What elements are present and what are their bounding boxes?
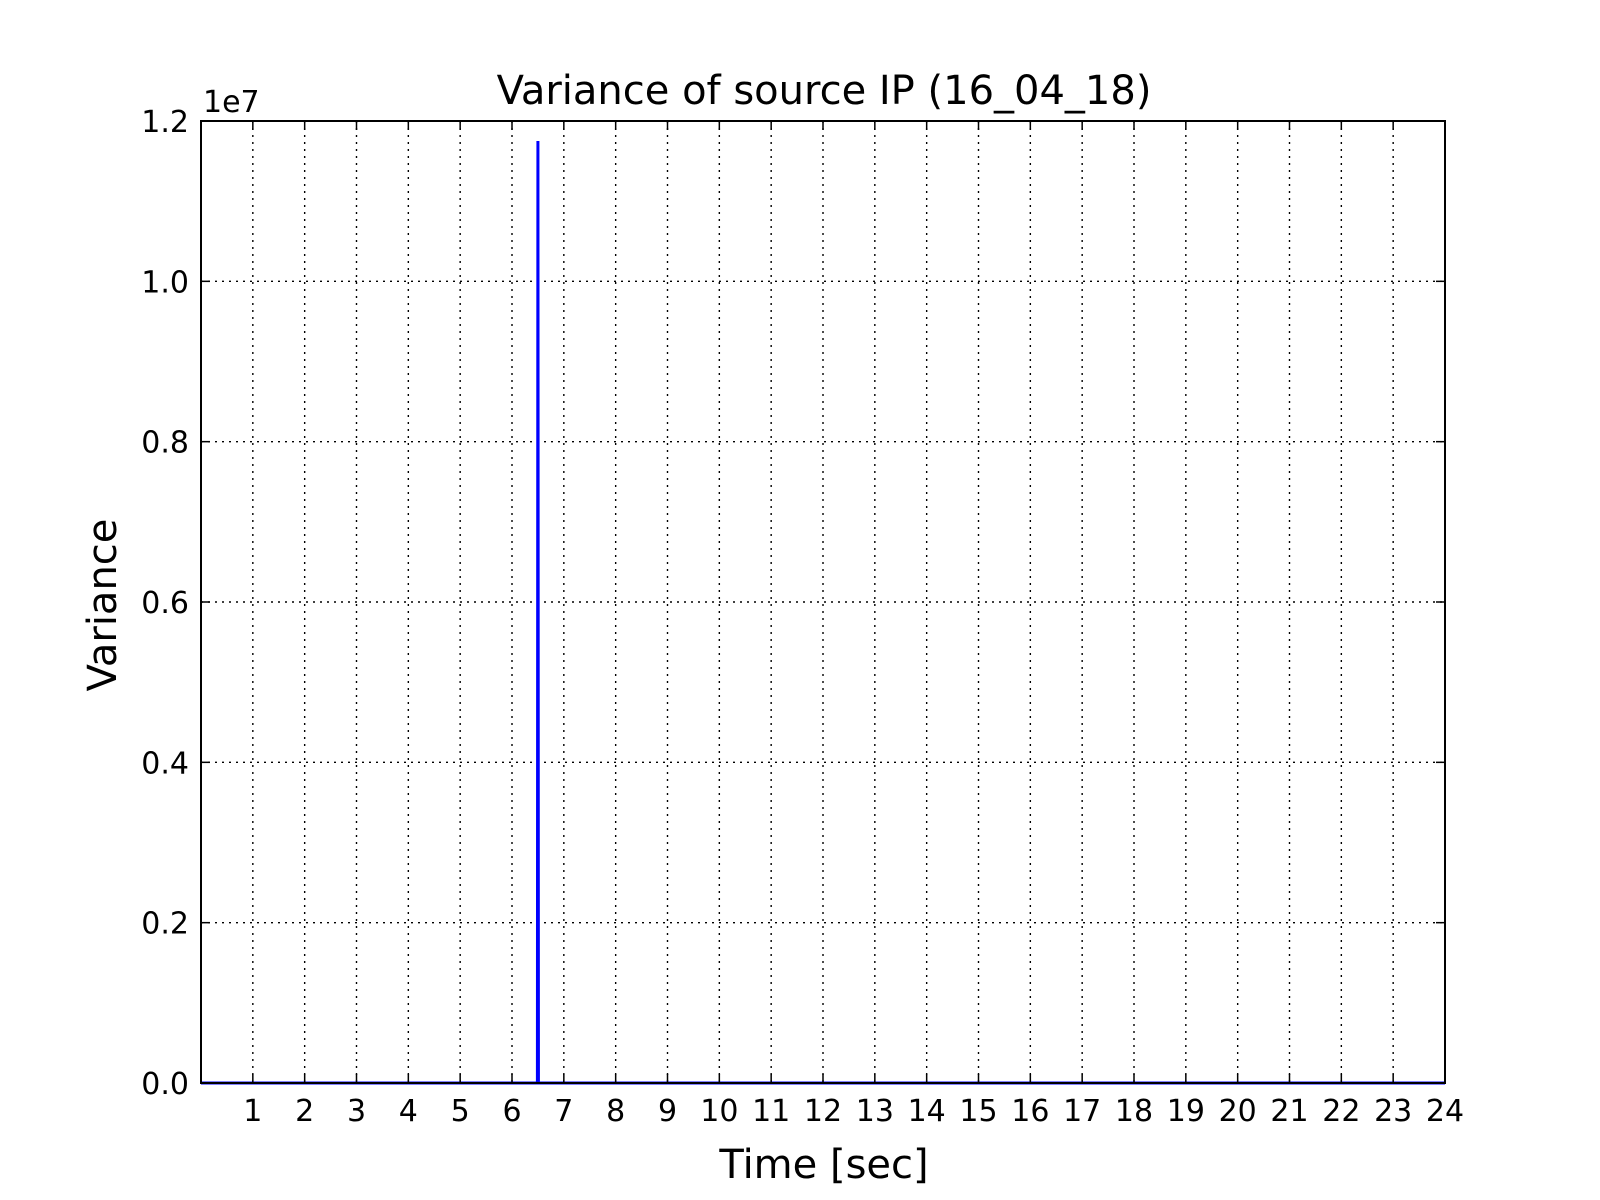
x-tick-label: 3 — [347, 1094, 366, 1129]
y-tick-label: 1.2 — [141, 105, 189, 140]
x-tick-label: 23 — [1374, 1094, 1412, 1129]
y-tick-label: 0.4 — [141, 746, 189, 781]
chart-title: Variance of source IP (16_04_18) — [497, 68, 1152, 114]
x-tick-label: 8 — [606, 1094, 625, 1129]
x-tick-label: 21 — [1270, 1094, 1308, 1129]
x-tick-label: 14 — [908, 1094, 946, 1129]
x-tick-label: 5 — [451, 1094, 470, 1129]
y-tick-label: 0.8 — [141, 426, 189, 461]
grid — [201, 121, 1445, 1083]
x-tick-label: 9 — [658, 1094, 677, 1129]
y-axis-label: Variance — [80, 519, 126, 692]
x-tick-label: 10 — [700, 1094, 738, 1129]
x-tick-label: 6 — [502, 1094, 521, 1129]
y-tick-label: 0.6 — [141, 586, 189, 621]
x-tick-label: 12 — [804, 1094, 842, 1129]
x-tick-label: 4 — [399, 1094, 418, 1129]
x-tick-label: 24 — [1426, 1094, 1464, 1129]
x-tick-label: 7 — [554, 1094, 573, 1129]
x-tick-label: 20 — [1219, 1094, 1257, 1129]
x-tick-label: 2 — [295, 1094, 314, 1129]
x-tick-label: 22 — [1322, 1094, 1360, 1129]
y-tick-label: 1.0 — [141, 265, 189, 300]
x-tick-label: 18 — [1115, 1094, 1153, 1129]
x-tick-label: 13 — [856, 1094, 894, 1129]
x-tick-label: 16 — [1011, 1094, 1049, 1129]
y-tick-label: 0.2 — [141, 907, 189, 942]
x-tick-label: 19 — [1167, 1094, 1205, 1129]
x-tick-label: 15 — [959, 1094, 997, 1129]
x-tick-label: 11 — [752, 1094, 790, 1129]
x-tick-label: 17 — [1063, 1094, 1101, 1129]
x-tick-label: 1 — [243, 1094, 262, 1129]
x-axis-label: Time [sec] — [718, 1142, 928, 1188]
ticks: 1 2 3 4 5 6 7 8 9 10 11 12 13 14 15 16 17 18 19 20 21 22 23 240… — [141, 105, 1464, 1129]
y-tick-label: 0.0 — [141, 1067, 189, 1102]
y-axis-offset-label: 1e7 — [203, 85, 260, 120]
